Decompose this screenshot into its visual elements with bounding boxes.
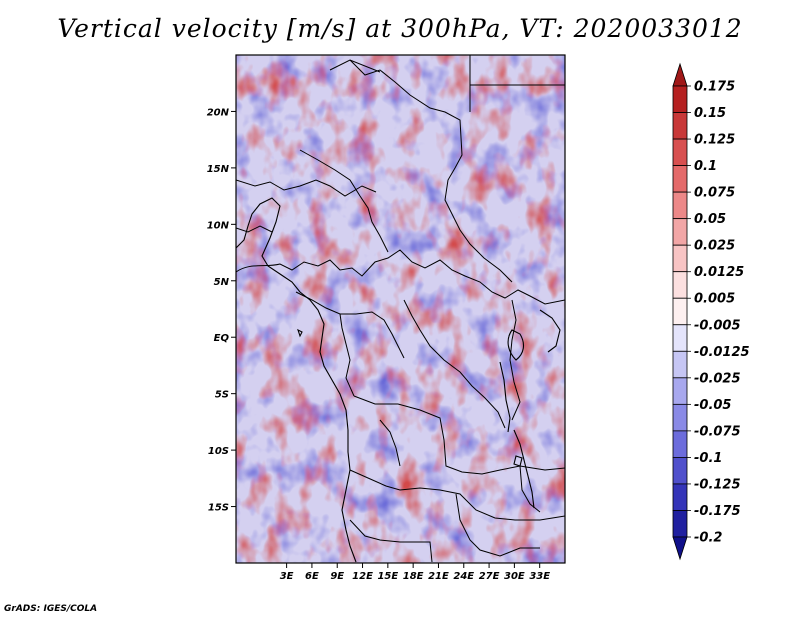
colorbar-segment [672,218,688,246]
lat-tick-label: EQ [214,333,230,344]
colorbar-label: 0.125 [694,133,735,148]
lat-tick-label: 20N [207,107,230,118]
colorbar-segment [672,377,688,405]
colorbar-segment [672,403,688,432]
colorbar-label: 0.025 [694,239,735,254]
colorbar-label: 0.05 [694,212,726,227]
colorbar-label: 0.075 [694,186,735,201]
lon-tick-label: 27E [479,571,500,582]
lat-tick-label: 10N [207,220,230,231]
lat-tick-label: 5S [215,390,229,401]
lon-tick-label: 24E [453,571,474,582]
colorbar-segment [672,350,688,379]
colorbar: 0.175 0.15 0.125 0.1 0.075 0.05 0.025 0.0125 0.0… [672,62,750,561]
colorbar-segment [672,297,688,326]
lon-tick-label: 3E [280,571,294,582]
colorbar-label: 0.15 [694,106,726,121]
lat-tick-label: 10S [208,446,229,457]
colorbar-label: -0.005 [694,318,741,333]
colorbar-segment [672,483,688,511]
colorbar-segment [672,165,688,193]
colorbar-label: -0.175 [694,504,741,519]
longitude-axis: 3E 6E 9E 12E 15E 18E 21E 24E 27E 30E 33E [280,563,550,582]
chart-title: Vertical velocity [m/s] at 300hPa, VT: 2… [57,14,743,43]
colorbar-label: -0.075 [694,424,741,439]
colorbar-label: -0.2 [694,531,722,546]
colorbar-segment [672,430,688,458]
colorbar-segment [672,112,688,140]
colorbar-label: -0.05 [694,398,731,413]
colorbar-label: 0.1 [694,159,717,174]
colorbar-label: 0.005 [694,292,735,307]
lon-tick-label: 33E [529,571,550,582]
colorbar-segment [672,85,688,113]
colorbar-segment [672,244,688,273]
colorbar-label: -0.025 [694,371,741,386]
colorbar-bottom-arrow [672,536,688,561]
colorbar-segment [672,457,688,485]
colorbar-segment [672,138,688,166]
lat-tick-label: 5N [214,277,230,288]
colorbar-label: 0.175 [694,80,735,95]
colorbar-segment [672,510,688,538]
colorbar-label: -0.125 [694,477,741,492]
colorbar-top-arrow [672,62,688,87]
lon-tick-label: 30E [504,571,525,582]
colorbar-segment [672,324,688,352]
velocity-field [236,55,565,563]
colorbar-label: -0.0125 [694,345,750,360]
coastlines [236,197,561,563]
lon-tick-label: 15E [377,571,398,582]
colorbar-label: 0.0125 [694,265,744,280]
colorbar-label: -0.1 [694,451,722,466]
lon-tick-label: 21E [428,571,449,582]
colorbar-segment [672,271,688,299]
country-borders [236,55,565,563]
lat-tick-label: 15S [208,503,229,514]
plot-frame [235,54,566,564]
lon-tick-label: 18E [403,571,424,582]
colorbar-segment [672,191,688,220]
latitude-axis: 20N 15N 10N 5N EQ 5S 10S 15S [207,107,236,514]
lat-tick-label: 15N [207,164,230,175]
lon-tick-label: 12E [352,571,373,582]
grads-credit: GrADS: IGES/COLA [4,604,98,614]
lon-tick-label: 6E [305,571,319,582]
lon-tick-label: 9E [330,571,344,582]
